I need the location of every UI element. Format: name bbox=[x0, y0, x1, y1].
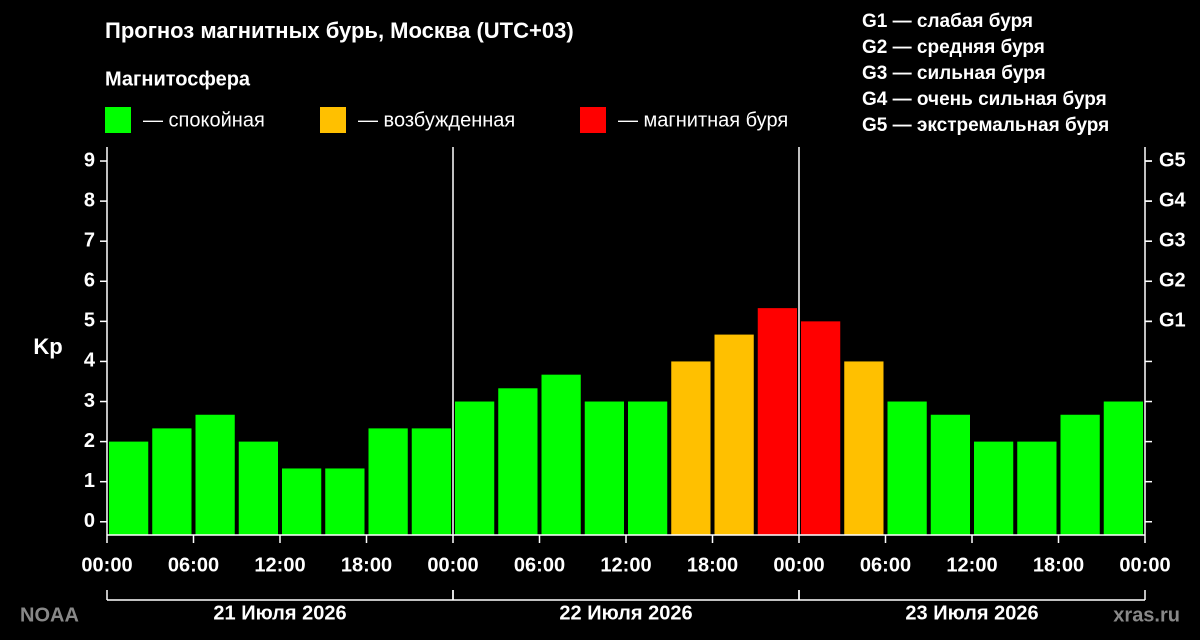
bar bbox=[541, 374, 581, 535]
g-legend-entry: G1 — слабая буря bbox=[862, 11, 1033, 32]
bar bbox=[1060, 414, 1100, 535]
bar bbox=[1017, 441, 1057, 535]
x-tick-label: 00:00 bbox=[81, 554, 132, 576]
g-legend-entry: G4 — очень сильная буря bbox=[862, 89, 1107, 110]
x-tick-label: 18:00 bbox=[341, 554, 392, 576]
legend-swatch bbox=[580, 107, 606, 133]
bar bbox=[714, 334, 754, 535]
bar bbox=[757, 308, 797, 535]
y-tick-label: 5 bbox=[84, 310, 95, 332]
g-legend-entry: G3 — сильная буря bbox=[862, 63, 1046, 84]
bar bbox=[109, 441, 149, 535]
y2-tick-label: G4 bbox=[1159, 189, 1187, 211]
y-tick-label: 7 bbox=[84, 229, 95, 251]
x-tick-label: 18:00 bbox=[687, 554, 738, 576]
bar bbox=[930, 414, 970, 535]
bar bbox=[325, 468, 365, 535]
x-tick-label: 18:00 bbox=[1033, 554, 1084, 576]
legend-label: — спокойная bbox=[143, 109, 265, 131]
day-label: 21 Июля 2026 bbox=[213, 602, 346, 624]
y2-tick-label: G3 bbox=[1159, 229, 1186, 251]
x-tick-label: 00:00 bbox=[1119, 554, 1170, 576]
legend-label: — возбужденная bbox=[358, 109, 515, 131]
bar bbox=[411, 428, 451, 535]
bar bbox=[801, 321, 841, 535]
legend-title: Магнитосфера bbox=[105, 68, 251, 90]
bar bbox=[584, 401, 624, 535]
x-tick-label: 06:00 bbox=[514, 554, 565, 576]
y-tick-label: 9 bbox=[84, 149, 95, 171]
y-tick-label: 8 bbox=[84, 189, 95, 211]
x-tick-label: 12:00 bbox=[946, 554, 997, 576]
bar bbox=[152, 428, 192, 535]
legend-label: — магнитная буря bbox=[618, 109, 788, 131]
x-tick-label: 12:00 bbox=[254, 554, 305, 576]
bar bbox=[844, 361, 884, 535]
legend-swatch bbox=[105, 107, 131, 133]
bar bbox=[887, 401, 927, 535]
x-tick-label: 00:00 bbox=[773, 554, 824, 576]
y2-tick-label: G1 bbox=[1159, 310, 1186, 332]
y-tick-label: 2 bbox=[84, 430, 95, 452]
y-axis-label: Kp bbox=[33, 334, 62, 359]
y2-tick-label: G5 bbox=[1159, 149, 1186, 171]
legend-swatch bbox=[320, 107, 346, 133]
x-tick-label: 12:00 bbox=[600, 554, 651, 576]
y-tick-label: 4 bbox=[84, 350, 96, 372]
bar bbox=[238, 441, 278, 535]
x-tick-label: 06:00 bbox=[168, 554, 219, 576]
bar bbox=[498, 388, 538, 535]
x-tick-label: 00:00 bbox=[427, 554, 478, 576]
bar bbox=[282, 468, 322, 535]
bar bbox=[195, 414, 235, 535]
y-tick-label: 0 bbox=[84, 510, 95, 532]
bar bbox=[368, 428, 408, 535]
bar bbox=[974, 441, 1014, 535]
g-legend-entry: G5 — экстремальная буря bbox=[862, 115, 1109, 136]
bar bbox=[628, 401, 668, 535]
day-label: 23 Июля 2026 bbox=[905, 602, 1038, 624]
y-tick-label: 1 bbox=[84, 470, 95, 492]
g-legend-entry: G2 — средняя буря bbox=[862, 37, 1045, 58]
x-tick-label: 06:00 bbox=[860, 554, 911, 576]
y-tick-label: 3 bbox=[84, 390, 95, 412]
y2-tick-label: G2 bbox=[1159, 270, 1186, 292]
chart-title: Прогноз магнитных бурь, Москва (UTC+03) bbox=[105, 18, 574, 43]
day-label: 22 Июля 2026 bbox=[559, 602, 692, 624]
bar bbox=[1103, 401, 1143, 535]
source: NOAA bbox=[20, 604, 79, 626]
bar bbox=[455, 401, 495, 535]
bar bbox=[671, 361, 711, 535]
y-tick-label: 6 bbox=[84, 270, 95, 292]
credit: xras.ru bbox=[1113, 604, 1180, 626]
